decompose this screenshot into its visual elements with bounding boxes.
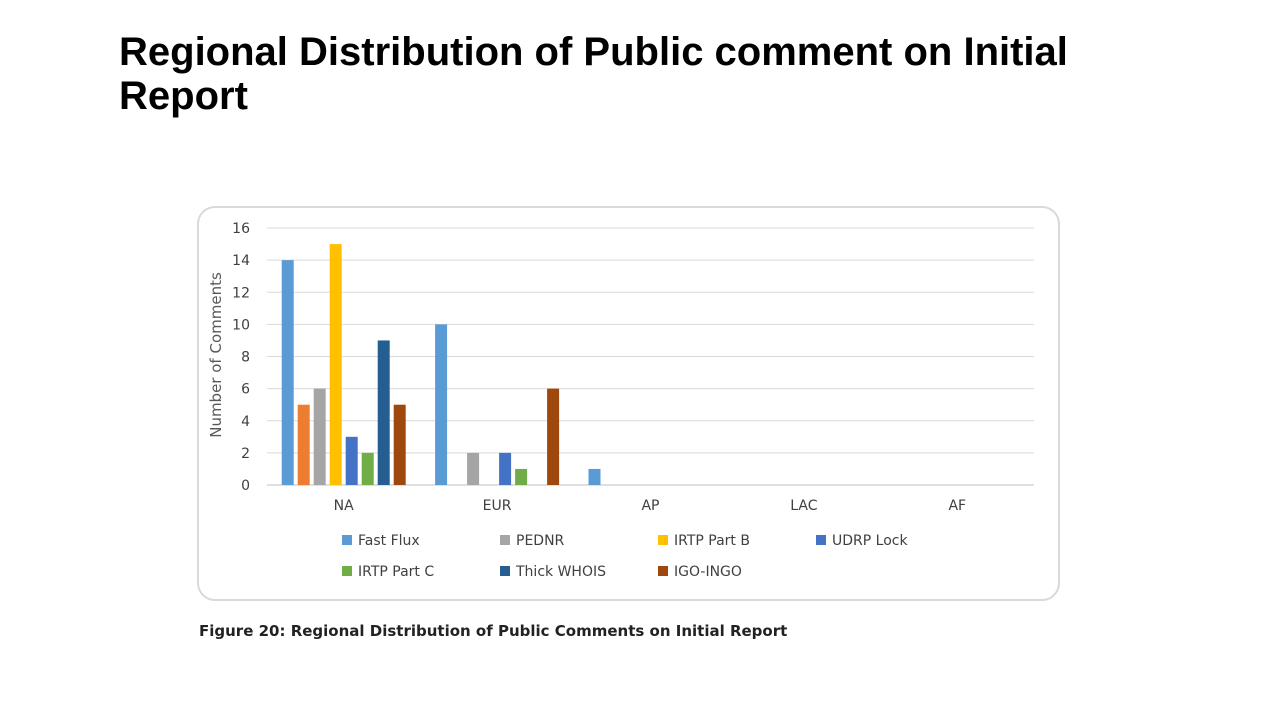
y-tick-label: 8: [241, 350, 250, 366]
legend-swatch: [816, 535, 826, 545]
bar: [588, 468, 601, 485]
y-axis-label: Number of Comments: [207, 272, 225, 438]
y-axis-ticks: 0 2 4 6 8 10 12 14 16: [232, 221, 250, 494]
legend-label: IRTP Part B: [674, 533, 750, 549]
legend-swatch: [658, 566, 668, 576]
y-tick-label: 4: [241, 414, 250, 430]
bar: [515, 468, 528, 485]
bar: [361, 452, 374, 485]
bars: [281, 244, 601, 485]
legend: Fast Flux PEDNR IRTP Part B UDRP Lock IRTP P…: [342, 533, 908, 580]
bar: [313, 388, 326, 485]
x-tick-label: LAC: [790, 498, 817, 514]
slide-title: Regional Distribution of Public comment …: [119, 30, 1068, 118]
x-tick-label: AF: [948, 498, 966, 514]
legend-label: Thick WHOIS: [515, 564, 606, 580]
y-tick-label: 0: [241, 478, 250, 494]
x-tick-label: EUR: [483, 498, 512, 514]
legend-swatch: [500, 566, 510, 576]
legend-swatch: [342, 566, 352, 576]
x-tick-label: AP: [641, 498, 659, 514]
y-tick-label: 12: [232, 285, 250, 301]
legend-label: PEDNR: [516, 533, 565, 549]
y-tick-label: 2: [241, 446, 250, 462]
bar: [297, 404, 310, 485]
bar: [467, 452, 480, 485]
y-tick-label: 16: [232, 221, 250, 237]
legend-swatch: [500, 535, 510, 545]
y-tick-label: 14: [232, 253, 250, 269]
x-axis-ticks: NA EUR AP LAC AF: [334, 498, 966, 514]
legend-label: UDRP Lock: [832, 533, 908, 549]
figure-caption: Figure 20: Regional Distribution of Publ…: [199, 622, 788, 640]
bar: [345, 436, 358, 485]
bar: [435, 324, 448, 485]
bar: [393, 404, 406, 485]
bar: [377, 340, 390, 485]
y-tick-label: 6: [241, 382, 250, 398]
y-tick-label: 10: [232, 317, 250, 333]
legend-label: Fast Flux: [358, 533, 420, 549]
bar: [499, 452, 512, 485]
legend-swatch: [658, 535, 668, 545]
bar: [329, 244, 342, 485]
x-tick-label: NA: [334, 498, 354, 514]
legend-label: IRTP Part C: [358, 564, 434, 580]
legend-label: IGO-INGO: [674, 564, 742, 580]
legend-swatch: [342, 535, 352, 545]
bar: [547, 388, 560, 485]
bar-chart: 0 2 4 6 8 10 12 14 16 NA EUR AP LAC AF Fast Flux PEDN…: [207, 221, 1034, 580]
bar: [281, 260, 294, 485]
chart-frame: 0 2 4 6 8 10 12 14 16 NA EUR AP LAC AF Fast Flux PEDN…: [197, 206, 1060, 601]
